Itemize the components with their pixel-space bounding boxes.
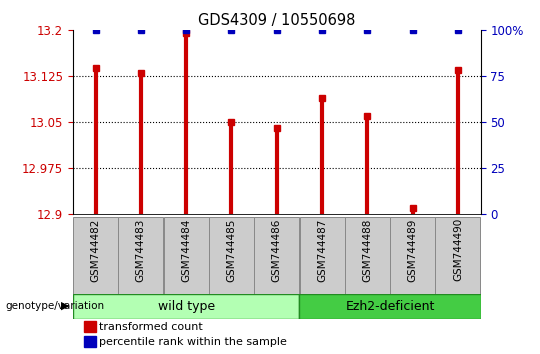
Text: GSM744484: GSM744484: [181, 218, 191, 281]
Text: genotype/variation: genotype/variation: [5, 301, 105, 311]
FancyBboxPatch shape: [345, 217, 390, 294]
Text: GSM744488: GSM744488: [362, 218, 373, 281]
FancyBboxPatch shape: [390, 217, 435, 294]
Text: GSM744490: GSM744490: [453, 218, 463, 281]
Text: GSM744483: GSM744483: [136, 218, 146, 281]
FancyBboxPatch shape: [299, 294, 481, 319]
FancyBboxPatch shape: [300, 217, 345, 294]
FancyBboxPatch shape: [209, 217, 254, 294]
Text: transformed count: transformed count: [99, 322, 202, 332]
Text: wild type: wild type: [158, 300, 215, 313]
Text: Ezh2-deficient: Ezh2-deficient: [345, 300, 435, 313]
Title: GDS4309 / 10550698: GDS4309 / 10550698: [198, 12, 355, 28]
FancyBboxPatch shape: [435, 217, 481, 294]
Text: GSM744482: GSM744482: [91, 218, 100, 281]
FancyBboxPatch shape: [118, 217, 164, 294]
Text: GSM744487: GSM744487: [317, 218, 327, 281]
FancyBboxPatch shape: [73, 217, 118, 294]
FancyBboxPatch shape: [254, 217, 299, 294]
Text: ▶: ▶: [60, 301, 69, 311]
Text: GSM744485: GSM744485: [226, 218, 237, 281]
Text: GSM744489: GSM744489: [408, 218, 417, 281]
Text: GSM744486: GSM744486: [272, 218, 282, 281]
FancyBboxPatch shape: [73, 294, 299, 319]
Text: percentile rank within the sample: percentile rank within the sample: [99, 337, 287, 347]
FancyBboxPatch shape: [164, 217, 208, 294]
